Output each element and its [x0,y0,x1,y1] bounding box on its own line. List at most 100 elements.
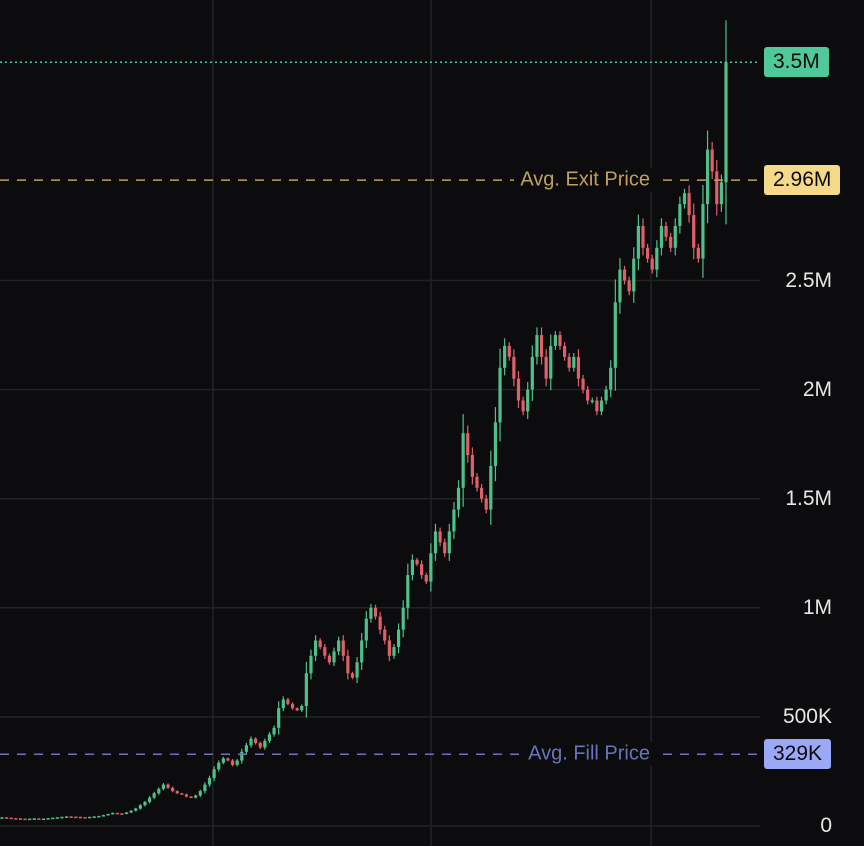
candle-body [535,335,539,357]
candle-body [300,705,304,711]
candle-body [659,225,664,248]
candle-body [687,193,691,216]
candle-body [134,808,138,811]
candle-body [433,531,438,554]
candle-body [539,335,544,357]
candle-body [724,62,728,183]
candle-body [373,607,378,617]
candle-body [18,818,23,820]
candle-body [115,812,119,815]
candle-body [595,400,599,412]
candle-body [396,629,401,648]
candle-body [567,356,571,368]
candle-body [544,356,548,379]
candle-body [553,335,557,346]
y-axis-tick-label: 1.5M [785,486,832,510]
candle-body [171,787,175,792]
candle-body [470,455,474,477]
candle-body [217,762,221,770]
candle-body [678,204,682,226]
candle-body [576,356,581,379]
candle-body [627,280,631,292]
candle-body [212,769,216,778]
candle-body [572,356,576,368]
candle-body [632,258,636,292]
candle-body [69,816,73,818]
candle-body [97,815,101,818]
candle-body [650,258,654,270]
candle-body [562,345,567,357]
candle-body [37,818,41,820]
candle-body [41,818,46,821]
candle-body [254,738,258,744]
candle-body [74,816,78,819]
candle-body [51,817,55,820]
candle-body [341,640,345,656]
candle-body [5,817,9,819]
candle-body [705,149,710,205]
candle-body [124,812,129,814]
candle-body [590,400,594,403]
candle-body [88,816,92,819]
candle-body [350,673,355,678]
candle-body [715,171,719,205]
candle-body [14,818,18,820]
y-axis-tick-label: 0 [820,814,832,837]
candle-body [337,640,341,652]
candle-body [438,531,442,543]
candle-body [664,225,668,237]
candle-body [636,225,640,259]
y-axis-tick-label: 500K [782,704,832,728]
candle-body [392,647,396,656]
candle-body [152,793,156,798]
candle-body [503,345,507,368]
candle-body [526,389,530,412]
candle-body [443,542,447,554]
candle-body [378,616,382,630]
candle-body [558,335,562,346]
candle-body [189,796,193,799]
candle-body [475,476,479,488]
candle-body [138,805,142,809]
candle-body [507,345,511,357]
candle-body [456,487,461,510]
candle-body [184,794,189,797]
candle-body [161,784,166,789]
candle-body [512,356,516,379]
candle-body [157,788,161,794]
candle-body [415,559,419,565]
candle-body [230,760,235,765]
candle-body [60,816,64,819]
reference-line-label: Avg. Fill Price [522,742,656,766]
candle-body [203,784,207,792]
candle-body [46,818,50,820]
candle-body [452,509,456,532]
candle-body [0,817,4,819]
candle-body [710,149,714,172]
price-badge: 329K [764,739,832,770]
candle-body [599,400,604,412]
y-axis-tick-label: 1M [802,595,832,619]
candle-body [461,433,465,488]
candle-body [64,816,69,818]
candle-body [641,225,645,248]
candle-body [364,618,368,641]
candle-body [609,367,613,390]
candle-body [235,760,239,765]
candle-body [295,708,299,711]
candle-body [263,740,267,748]
candle-body [655,247,659,270]
candle-body [207,777,212,785]
candle-body [143,801,147,806]
candle-body [424,575,428,582]
candle-body [258,743,262,748]
candle-body [410,559,415,576]
candle-body [420,564,424,576]
candle-body [166,784,170,788]
candle-body [28,818,32,821]
candle-body [240,751,244,761]
candle-body [221,758,225,763]
candle-body [618,269,622,303]
candle-body [346,655,350,674]
candle-body [701,204,705,259]
